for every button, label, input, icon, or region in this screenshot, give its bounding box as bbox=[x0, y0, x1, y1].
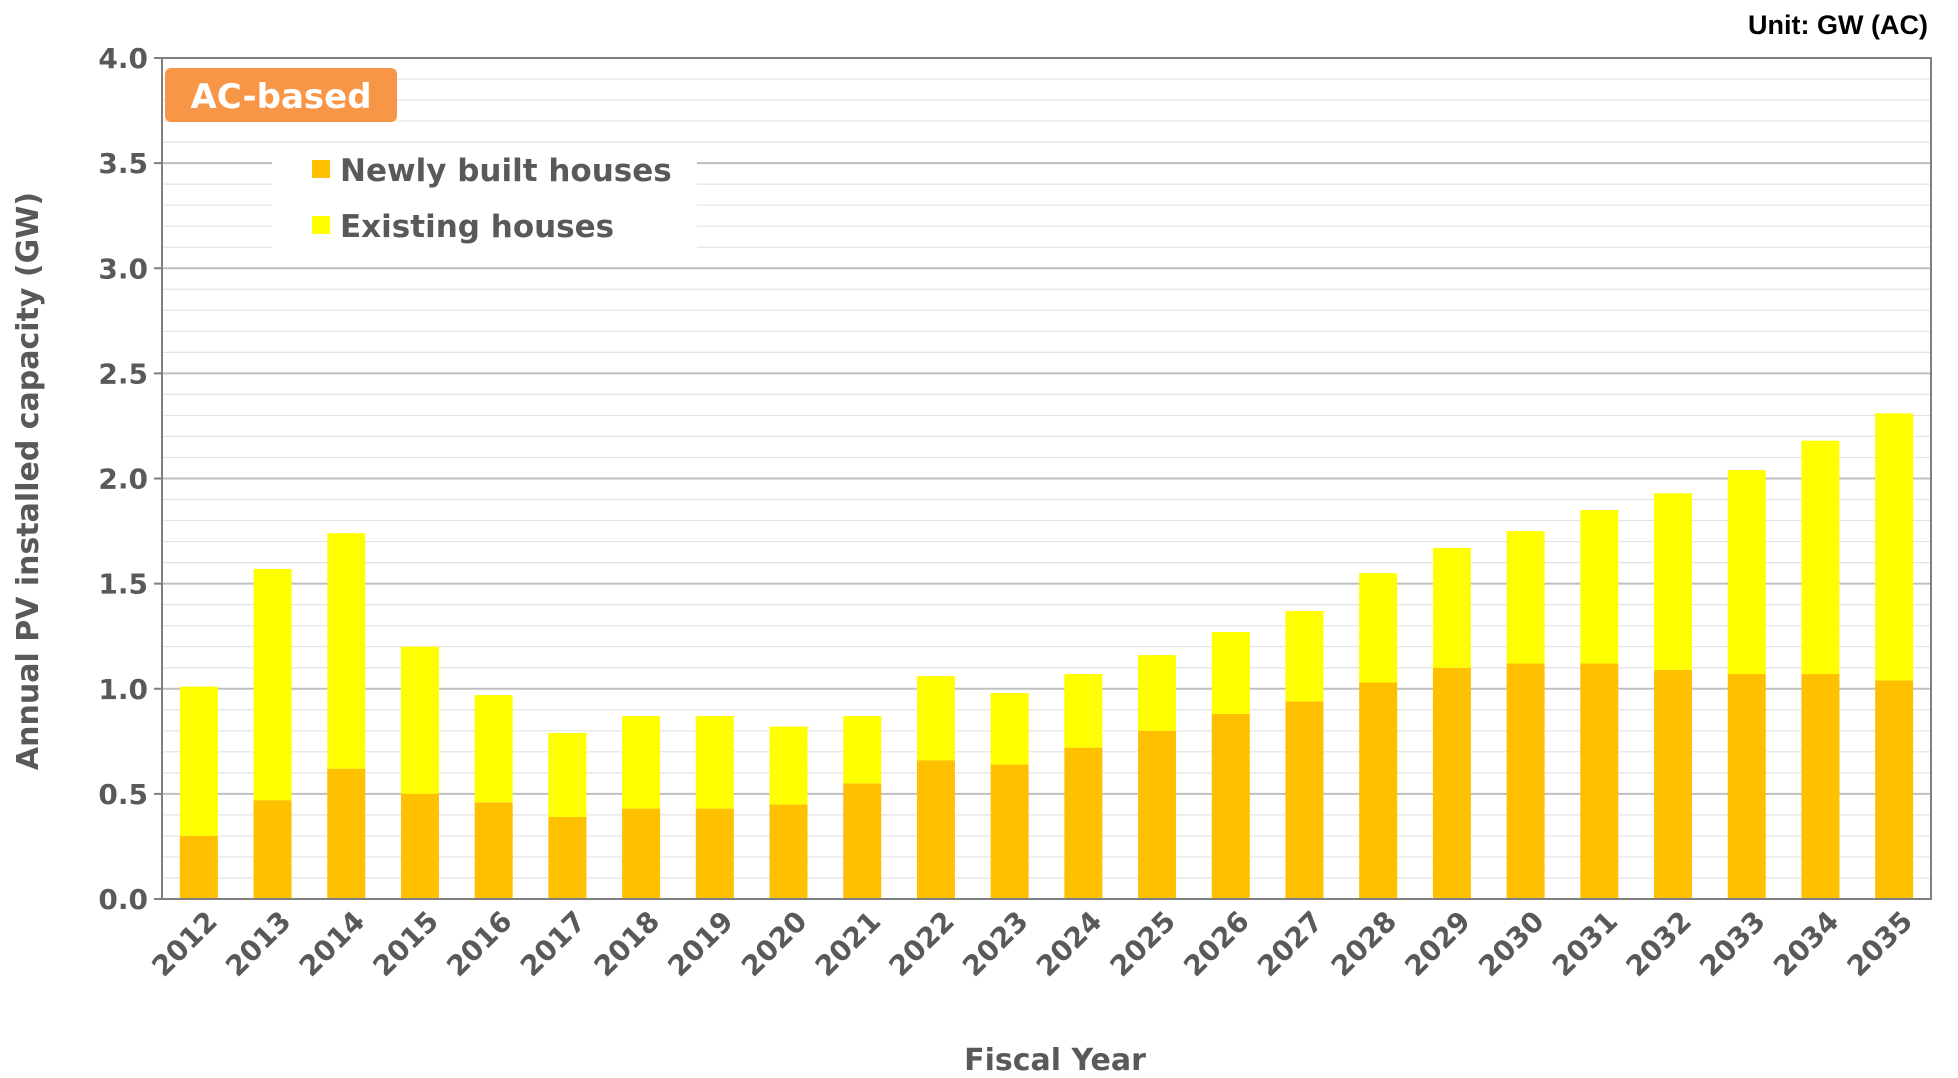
bar-newly-built-2028 bbox=[1359, 682, 1398, 899]
y-tick-label: 4.0 bbox=[98, 42, 148, 75]
bar-newly-built-2015 bbox=[400, 793, 439, 899]
bar-existing-2023 bbox=[990, 692, 1029, 765]
x-tick-label: 2022 bbox=[882, 905, 960, 983]
bar-newly-built-2034 bbox=[1801, 674, 1840, 899]
bar-existing-2015 bbox=[400, 646, 439, 794]
y-tick-label: 3.0 bbox=[98, 252, 148, 285]
bar-newly-built-2024 bbox=[1064, 747, 1103, 899]
x-tick-label: 2023 bbox=[956, 905, 1034, 983]
bar-existing-2027 bbox=[1285, 610, 1324, 702]
bar-newly-built-2013 bbox=[253, 800, 292, 899]
x-tick-label: 2020 bbox=[735, 905, 813, 983]
x-tick-label: 2028 bbox=[1325, 905, 1403, 983]
bar-newly-built-2032 bbox=[1654, 669, 1693, 899]
x-tick-label: 2032 bbox=[1620, 905, 1698, 983]
y-tick-label: 3.5 bbox=[98, 147, 148, 180]
bar-existing-2013 bbox=[253, 568, 292, 801]
bar-newly-built-2012 bbox=[179, 835, 218, 899]
x-tick-label: 2026 bbox=[1177, 905, 1255, 983]
bar-existing-2034 bbox=[1801, 440, 1840, 675]
x-tick-label: 2012 bbox=[145, 905, 223, 983]
badge-background bbox=[165, 68, 397, 122]
x-axis-title: Fiscal Year bbox=[964, 1043, 1146, 1078]
gridlines bbox=[162, 57, 1931, 879]
bar-existing-2031 bbox=[1580, 510, 1619, 664]
bar-newly-built-2025 bbox=[1138, 730, 1177, 899]
x-tick-label: 2014 bbox=[293, 905, 371, 983]
bar-existing-2035 bbox=[1875, 413, 1914, 681]
x-tick-label: 2018 bbox=[588, 905, 666, 983]
bar-existing-2014 bbox=[327, 533, 366, 769]
bars bbox=[179, 413, 1914, 899]
x-tick-label: 2013 bbox=[219, 905, 297, 983]
badge-label: AC-based bbox=[190, 77, 371, 117]
bar-existing-2021 bbox=[843, 716, 882, 784]
bar-existing-2029 bbox=[1432, 547, 1471, 668]
legend-label-newly-built: Newly built houses bbox=[340, 153, 672, 189]
axes bbox=[154, 57, 1932, 900]
y-tick-label: 2.0 bbox=[98, 463, 148, 496]
bar-existing-2017 bbox=[548, 732, 587, 818]
legend-label-existing: Existing houses bbox=[340, 209, 614, 245]
x-tick-label: 2025 bbox=[1104, 905, 1182, 983]
x-tick-label: 2016 bbox=[440, 905, 518, 983]
bar-existing-2016 bbox=[474, 695, 513, 803]
bar-existing-2033 bbox=[1727, 470, 1766, 675]
bar-existing-2028 bbox=[1359, 573, 1398, 683]
bar-newly-built-2023 bbox=[990, 764, 1029, 899]
x-tick-labels: 2012201320142015201620172018201920202021… bbox=[145, 905, 1919, 983]
bar-newly-built-2014 bbox=[327, 768, 366, 899]
y-tick-label: 0.5 bbox=[98, 778, 148, 811]
x-tick-label: 2033 bbox=[1693, 905, 1771, 983]
x-tick-label: 2021 bbox=[809, 905, 887, 983]
x-tick-label: 2031 bbox=[1546, 905, 1624, 983]
x-tick-label: 2035 bbox=[1841, 905, 1919, 983]
bar-existing-2022 bbox=[916, 676, 955, 761]
bar-newly-built-2021 bbox=[843, 783, 882, 899]
bar-newly-built-2022 bbox=[916, 760, 955, 899]
bar-newly-built-2027 bbox=[1285, 701, 1324, 899]
y-axis-title: Annual PV installed capacity (GW) bbox=[11, 192, 46, 770]
bar-newly-built-2031 bbox=[1580, 663, 1619, 899]
bar-newly-built-2033 bbox=[1727, 674, 1766, 899]
legend-swatch-existing bbox=[312, 216, 330, 234]
legend-background bbox=[272, 153, 697, 248]
bar-existing-2025 bbox=[1138, 655, 1177, 731]
bar-newly-built-2017 bbox=[548, 817, 587, 899]
x-tick-label: 2030 bbox=[1472, 905, 1550, 983]
bar-newly-built-2026 bbox=[1211, 713, 1250, 899]
x-tick-label: 2034 bbox=[1767, 905, 1845, 983]
x-tick-label: 2029 bbox=[1398, 905, 1476, 983]
x-tick-label: 2019 bbox=[661, 905, 739, 983]
bar-newly-built-2030 bbox=[1506, 663, 1545, 899]
bar-existing-2030 bbox=[1506, 531, 1545, 664]
bar-existing-2020 bbox=[769, 726, 808, 805]
y-tick-label: 1.5 bbox=[98, 568, 148, 601]
y-tick-label: 2.5 bbox=[98, 357, 148, 390]
y-tick-labels: 0.0 0.5 1.0 1.5 2.0 2.5 3.0 3.5 4.0 bbox=[98, 42, 148, 916]
bar-newly-built-2018 bbox=[622, 808, 661, 899]
bar-existing-2032 bbox=[1654, 493, 1693, 670]
legend-swatch-newly-built bbox=[312, 160, 330, 178]
bar-newly-built-2020 bbox=[769, 804, 808, 899]
bar-newly-built-2019 bbox=[695, 808, 734, 899]
bar-newly-built-2016 bbox=[474, 802, 513, 899]
x-tick-label: 2027 bbox=[1251, 905, 1329, 983]
unit-label: Unit: GW (AC) bbox=[1748, 10, 1928, 40]
bar-existing-2026 bbox=[1211, 631, 1250, 714]
bar-existing-2018 bbox=[622, 716, 661, 809]
bar-newly-built-2035 bbox=[1875, 680, 1914, 899]
bar-newly-built-2029 bbox=[1432, 667, 1471, 899]
y-tick-label: 0.0 bbox=[98, 883, 148, 916]
x-tick-label: 2017 bbox=[514, 905, 592, 983]
ac-based-badge: AC-based bbox=[165, 68, 397, 122]
bar-existing-2024 bbox=[1064, 674, 1103, 748]
legend: Newly built houses Existing houses bbox=[272, 153, 697, 248]
bar-existing-2019 bbox=[695, 716, 734, 809]
bar-existing-2012 bbox=[179, 686, 218, 836]
x-tick-label: 2015 bbox=[366, 905, 444, 983]
y-tick-label: 1.0 bbox=[98, 673, 148, 706]
x-tick-label: 2024 bbox=[1030, 905, 1108, 983]
